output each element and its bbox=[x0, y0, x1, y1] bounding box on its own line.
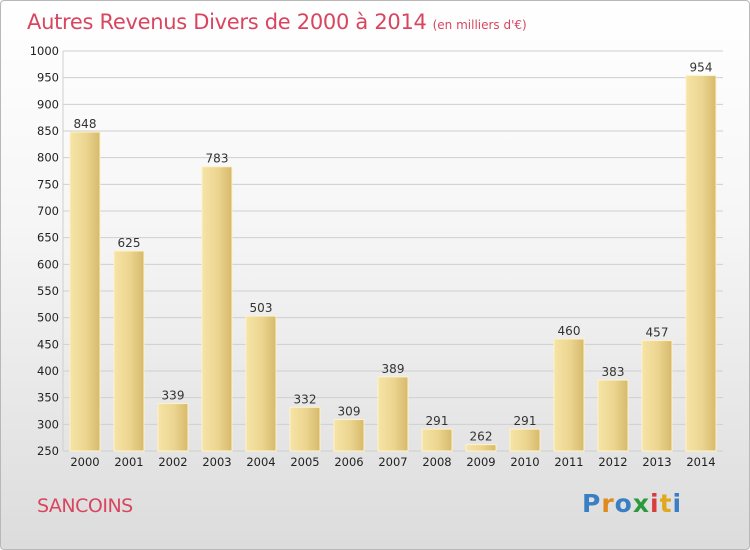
bar-2009 bbox=[465, 444, 497, 452]
value-label: 457 bbox=[646, 326, 669, 340]
logo-letter: t bbox=[659, 489, 673, 518]
y-tick-label: 800 bbox=[37, 151, 59, 165]
x-tick-label: 2005 bbox=[290, 455, 319, 469]
bar-2013 bbox=[641, 340, 673, 452]
y-tick-label: 700 bbox=[37, 204, 59, 218]
value-label: 625 bbox=[118, 236, 141, 250]
x-tick-label: 2002 bbox=[158, 455, 187, 469]
x-tick-label: 2014 bbox=[686, 455, 715, 469]
value-label: 848 bbox=[74, 117, 97, 131]
x-tick-label: 2003 bbox=[202, 455, 231, 469]
value-label: 460 bbox=[558, 324, 581, 338]
bar-2014 bbox=[685, 75, 717, 452]
y-tick-label: 400 bbox=[37, 364, 59, 378]
value-label: 309 bbox=[338, 405, 361, 419]
proxiti-logo: Proxiti bbox=[582, 489, 682, 518]
y-tick-label: 900 bbox=[37, 97, 59, 111]
y-tick-label: 850 bbox=[37, 124, 59, 138]
x-tick-label: 2010 bbox=[510, 455, 539, 469]
value-label: 954 bbox=[690, 61, 713, 75]
value-label: 332 bbox=[294, 392, 317, 406]
value-label: 783 bbox=[206, 152, 229, 166]
x-tick-label: 2008 bbox=[422, 455, 451, 469]
y-tick-label: 450 bbox=[37, 337, 59, 351]
bar-2010 bbox=[509, 428, 541, 452]
place-name: SANCOINS bbox=[37, 495, 133, 517]
y-tick-label: 650 bbox=[37, 231, 59, 245]
bar-2001 bbox=[113, 250, 145, 452]
logo-letter: o bbox=[614, 489, 633, 518]
x-tick-label: 2009 bbox=[466, 455, 495, 469]
bar-2000 bbox=[69, 131, 101, 452]
value-label: 291 bbox=[426, 414, 449, 428]
chart-subtitle: (en milliers d'€) bbox=[432, 18, 527, 32]
value-label: 389 bbox=[382, 362, 405, 376]
x-tick-label: 2007 bbox=[378, 455, 407, 469]
x-axis-labels: 2000 2001 2002 2003 2004 2005 2006 2007 2008 2009… bbox=[70, 455, 715, 469]
x-tick-label: 2000 bbox=[70, 455, 99, 469]
x-tick-label: 2006 bbox=[334, 455, 363, 469]
bar-2002 bbox=[157, 403, 189, 452]
chart-title: Autres Revenus Divers de 2000 à 2014 (en … bbox=[27, 10, 527, 34]
value-labels: 848 625 339 783 503 332 309 389 291 262 291 460 383 4… bbox=[74, 61, 713, 444]
logo-letter: x bbox=[632, 489, 650, 518]
y-tick-label: 350 bbox=[37, 391, 59, 405]
bar-2004 bbox=[245, 315, 277, 452]
bar-2007 bbox=[377, 376, 409, 452]
value-label: 503 bbox=[250, 301, 273, 315]
y-tick-label: 500 bbox=[37, 311, 59, 325]
bar-2006 bbox=[333, 419, 365, 452]
y-tick-label: 600 bbox=[37, 257, 59, 271]
bar-2003 bbox=[201, 166, 233, 452]
value-label: 262 bbox=[470, 430, 493, 444]
value-label: 339 bbox=[162, 389, 185, 403]
bar-2005 bbox=[289, 406, 321, 452]
x-tick-label: 2012 bbox=[598, 455, 627, 469]
bar-2011 bbox=[553, 338, 585, 452]
x-tick-label: 2001 bbox=[114, 455, 143, 469]
logo-letter: P bbox=[582, 489, 602, 518]
y-tick-label: 250 bbox=[37, 444, 59, 458]
y-tick-label: 300 bbox=[37, 417, 59, 431]
bar-2012 bbox=[597, 379, 629, 452]
x-tick-label: 2004 bbox=[246, 455, 275, 469]
value-label: 291 bbox=[514, 414, 537, 428]
logo-letter: i bbox=[672, 489, 683, 518]
x-tick-label: 2013 bbox=[642, 455, 671, 469]
y-tick-label: 750 bbox=[37, 177, 59, 191]
y-axis-labels: 250 300 350 400 450 500 550 600 650 700 750 800 850 9… bbox=[30, 44, 59, 458]
logo-letter: r bbox=[601, 489, 615, 518]
bars bbox=[69, 75, 717, 452]
x-tick-label: 2011 bbox=[554, 455, 583, 469]
bar-2008 bbox=[421, 428, 453, 452]
y-tick-label: 950 bbox=[37, 71, 59, 85]
value-label: 383 bbox=[602, 365, 625, 379]
logo-letter: i bbox=[650, 489, 660, 518]
y-tick-label: 550 bbox=[37, 284, 59, 298]
y-tick-label: 1000 bbox=[30, 44, 59, 58]
